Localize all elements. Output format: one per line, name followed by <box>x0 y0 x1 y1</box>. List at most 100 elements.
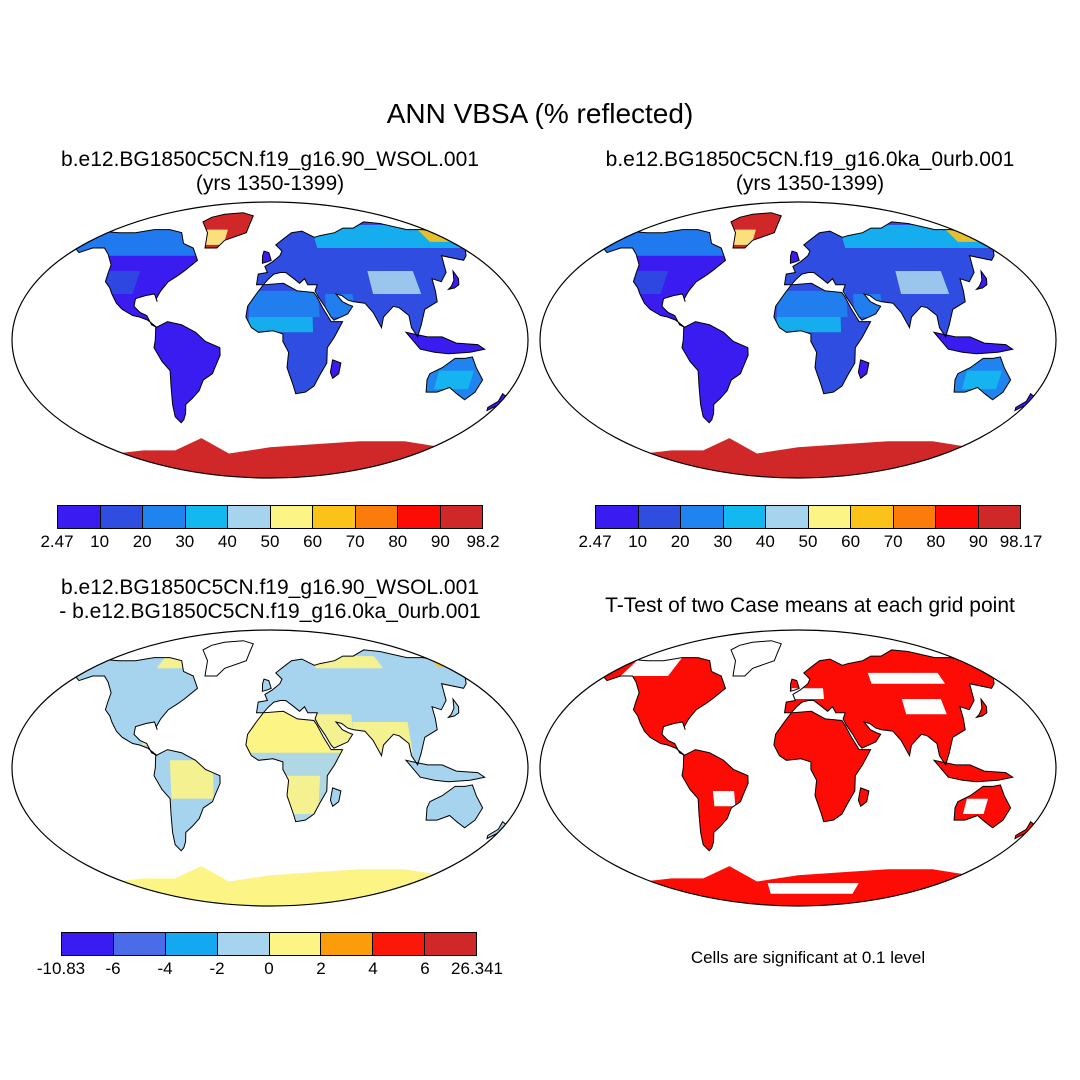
colorbar-tick-label: 70 <box>883 532 903 551</box>
panel-4-title-line1: T-Test of two Case means at each grid po… <box>605 594 1015 617</box>
colorbar-swatch <box>936 506 979 528</box>
colorbar-tick-label: -4 <box>157 959 173 978</box>
colorbar-tick-label: 2.47 <box>40 532 74 551</box>
land-greenland <box>203 640 254 676</box>
figure-title: ANN VBSA (% reflected) <box>386 98 694 129</box>
colorbar-boxes <box>57 505 483 529</box>
field-patch <box>91 271 141 294</box>
land-northAmerica <box>603 657 726 756</box>
field-patch <box>241 775 321 814</box>
coastline <box>857 787 870 808</box>
colorbar-swatch <box>808 506 851 528</box>
colorbar-tick-label: 10 <box>628 532 648 551</box>
colorbar-swatch <box>321 933 374 955</box>
colorbar-swatch <box>185 506 228 528</box>
colorbar-tick-label: 60 <box>841 532 861 551</box>
coastline <box>953 784 1012 829</box>
colorbar-swatch <box>596 506 639 528</box>
field-patch <box>596 229 735 256</box>
land-africa <box>773 711 871 822</box>
field-patch <box>791 688 824 699</box>
coastline <box>974 697 988 719</box>
colorbar-labels: 2.47 10 20 30 40 50 60 70 80 90 98.2 <box>40 529 499 551</box>
coastline <box>446 269 460 291</box>
map-panel-1 <box>11 201 529 479</box>
colorbar-swatch <box>313 506 356 528</box>
land-indonesia <box>934 332 1013 354</box>
colorbar-tick-label: 50 <box>260 532 280 551</box>
land-eurasia <box>256 221 477 337</box>
colorbar-tick-label: 40 <box>217 532 237 551</box>
colorbar-swatch <box>373 933 426 955</box>
coastline <box>261 250 272 264</box>
panel-4-title: T-Test of two Case means at each grid po… <box>550 594 1070 618</box>
coastline <box>602 229 727 329</box>
colorbar-swatch <box>766 506 809 528</box>
field-patch <box>169 760 214 799</box>
coastline <box>74 657 199 757</box>
field-patch <box>248 317 313 333</box>
colorbar-tick-label: 2 <box>316 959 326 978</box>
field-patch <box>185 798 219 837</box>
colorbar-tick-label: 40 <box>755 532 775 551</box>
colorbar-swatch <box>228 506 271 528</box>
colorbar-tick-label: 10 <box>90 532 110 551</box>
coastline <box>404 331 486 355</box>
field-patch <box>248 714 356 753</box>
field-patch <box>248 290 320 317</box>
coastline <box>602 657 727 757</box>
colorbar-swatch <box>638 506 681 528</box>
colorbar-tick-label: 50 <box>798 532 818 551</box>
colorbar-labels: -10.83 -6 -4 -2 0 2 4 6 26.341 <box>37 956 503 978</box>
map-panel-4 <box>539 629 1057 907</box>
land-southAmerica <box>154 321 221 423</box>
field-patch <box>963 798 988 814</box>
panel-2-title: b.e12.BG1850C5CN.f19_g16.0ka_0urb.001 (y… <box>550 148 1070 196</box>
land-indonesia <box>406 760 485 782</box>
coastline <box>789 678 800 692</box>
coastline <box>681 321 749 424</box>
colorbar-swatch <box>893 506 936 528</box>
coastline <box>202 640 254 677</box>
colorbar-tick-label: 0 <box>264 959 274 978</box>
colorbar-tick-label: 98.2 <box>466 532 500 551</box>
colorbar-tick-label: -6 <box>105 959 121 978</box>
map-border <box>539 201 1057 479</box>
map-border <box>11 201 529 479</box>
colorbar-swatch <box>165 933 218 955</box>
coastline <box>783 649 1006 767</box>
field-patch <box>434 370 475 390</box>
colorbar-swatch <box>113 933 166 955</box>
coastline <box>329 787 342 808</box>
colorbar-tick-label: 30 <box>713 532 733 551</box>
panel-1-title-line2: (yrs 1350-1399) <box>195 172 345 195</box>
coastline <box>446 697 460 719</box>
colorbar-panel-3: -10.83 -6 -4 -2 0 2 4 6 26.341 <box>37 932 503 978</box>
colorbar-tick-label: 90 <box>430 532 450 551</box>
panel-3-title-line1: b.e12.BG1850C5CN.f19_g16.90_WSOL.001 <box>61 576 479 599</box>
colorbar-tick-label: 98.17 <box>999 532 1043 551</box>
colorbar-swatch <box>681 506 724 528</box>
field-patch <box>311 656 384 669</box>
field-patch <box>901 699 947 715</box>
field-patch <box>776 317 841 333</box>
coastline <box>425 784 484 829</box>
field-patch <box>367 271 422 294</box>
colorbar-swatch <box>978 506 1020 528</box>
colorbar-tick-label: -10.83 <box>36 959 86 978</box>
colorbar-boxes <box>595 505 1021 529</box>
colorbar-swatch <box>270 506 313 528</box>
field-patch <box>68 229 207 256</box>
land-eurasia <box>784 649 1005 765</box>
colorbar-tick-label: 6 <box>420 959 430 978</box>
coastline <box>74 229 199 329</box>
colorbar-tick-label: 20 <box>670 532 690 551</box>
colorbar-swatch <box>58 506 101 528</box>
colorbar-swatch <box>398 506 441 528</box>
coastline <box>425 356 484 401</box>
coastline <box>932 759 1014 783</box>
panel-1-title: b.e12.BG1850C5CN.f19_g16.90_WSOL.001 (yr… <box>10 148 530 196</box>
land-australia <box>426 784 483 828</box>
coastline <box>730 212 782 249</box>
colorbar-tick-label: 80 <box>926 532 946 551</box>
